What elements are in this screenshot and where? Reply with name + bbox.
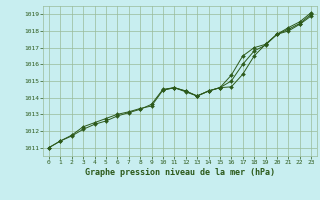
X-axis label: Graphe pression niveau de la mer (hPa): Graphe pression niveau de la mer (hPa) [85, 168, 275, 177]
